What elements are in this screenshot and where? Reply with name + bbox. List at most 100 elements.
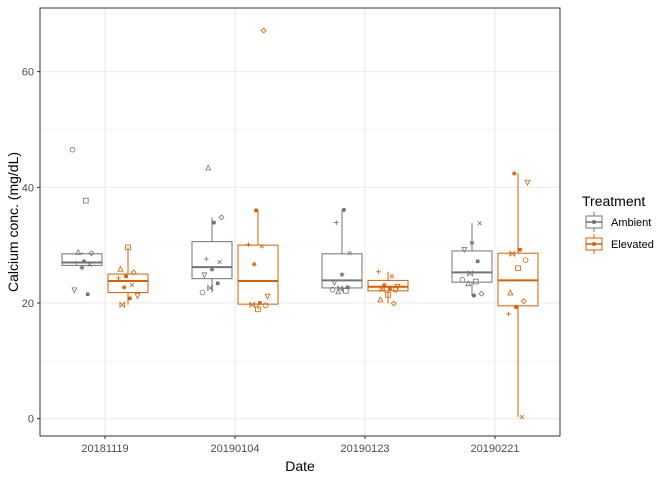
- data-point: [125, 244, 131, 251]
- legend-key-point: [592, 242, 596, 246]
- data-point: [69, 146, 76, 153]
- data-point: [389, 274, 395, 279]
- box-iqr: [191, 241, 233, 280]
- legend-title: Treatment: [582, 193, 645, 209]
- data-point: [459, 277, 466, 283]
- data-point: [207, 284, 213, 292]
- legend-key-elevated: [585, 234, 603, 254]
- data-point: [394, 283, 401, 291]
- x-axis: 20181119 20190104 20190123 20190221: [81, 436, 519, 455]
- data-point: [511, 171, 517, 176]
- legend-keys: [585, 212, 603, 254]
- x-tick-label: 20181119: [81, 443, 128, 455]
- data-point: [339, 272, 345, 278]
- box-ambient-20190123: [321, 209, 363, 292]
- data-point: [472, 278, 479, 285]
- data-point: [507, 289, 514, 296]
- data-point: [215, 281, 220, 286]
- y-axis: 0 20 40 60: [22, 67, 40, 426]
- data-point: [329, 286, 336, 293]
- data-point: [254, 208, 259, 213]
- data-point: [199, 289, 206, 296]
- data-point: [71, 287, 78, 294]
- data-point: [128, 296, 132, 301]
- data-point: [203, 256, 209, 262]
- box-ambient-20190221: [451, 223, 493, 296]
- box-ambient-20190104: [191, 217, 233, 293]
- data-point: [88, 250, 95, 257]
- data-point: [345, 285, 350, 290]
- legend-key-ambient: [585, 212, 603, 232]
- data-point: [246, 242, 251, 247]
- data-point: [260, 27, 267, 34]
- data-point: [134, 293, 141, 300]
- data-point: [335, 288, 342, 295]
- y-tick-label: 40: [22, 182, 34, 194]
- data-point: [461, 246, 468, 254]
- legend-label-ambient: Ambient: [611, 217, 651, 229]
- data-point: [117, 265, 124, 272]
- x-axis-title: Date: [285, 458, 315, 474]
- data-point: [518, 247, 522, 252]
- y-tick-label: 60: [22, 67, 34, 79]
- data-point: [211, 220, 216, 225]
- data-point: [331, 279, 338, 287]
- data-point: [130, 269, 137, 276]
- data-point: [262, 302, 269, 309]
- data-point: [377, 296, 384, 303]
- x-tick-label: 20190123: [341, 443, 390, 455]
- data-point: [469, 240, 475, 246]
- data-point: [522, 257, 529, 263]
- plot-panel: [40, 8, 560, 436]
- data-point: [475, 259, 480, 264]
- box-iqr: [237, 244, 279, 305]
- data-point: [205, 164, 212, 171]
- data-point: [347, 251, 352, 256]
- legend: Treatment Ambient Elevated: [582, 193, 654, 254]
- data-point: [376, 269, 381, 275]
- data-point: [381, 282, 387, 288]
- legend-label-elevated: Elevated: [611, 239, 654, 251]
- box-elevated-20190104: [237, 210, 279, 310]
- data-point: [509, 250, 516, 258]
- data-point: [129, 282, 135, 288]
- data-point: [385, 292, 391, 298]
- x-tick-label: 20190104: [211, 443, 260, 455]
- data-point: [520, 298, 527, 305]
- data-point: [201, 272, 208, 279]
- data-point: [255, 306, 261, 313]
- data-point: [83, 197, 89, 204]
- data-point: [478, 290, 485, 297]
- data-point: [79, 265, 85, 271]
- data-point: [471, 293, 476, 298]
- data-point: [75, 248, 82, 255]
- data-point: [87, 262, 92, 268]
- data-point: [379, 285, 386, 293]
- data-point: [85, 292, 90, 297]
- data-point: [73, 260, 79, 266]
- y-tick-label: 20: [22, 298, 34, 310]
- box-elevated-20181119: [107, 247, 149, 305]
- data-point: [121, 284, 127, 290]
- data-point: [251, 261, 257, 267]
- box-elevated-20190221: [497, 173, 539, 417]
- data-point: [341, 207, 346, 212]
- data-point: [217, 259, 222, 265]
- data-point: [209, 267, 215, 272]
- data-point: [515, 265, 521, 272]
- y-axis-title: Calcium conc. (mg/dL): [5, 152, 21, 292]
- data-point: [467, 270, 473, 277]
- data-point: [392, 286, 399, 293]
- data-point: [390, 300, 397, 307]
- data-point: [218, 214, 225, 221]
- data-point: [124, 274, 129, 279]
- data-point: [477, 220, 482, 226]
- data-point: [524, 179, 531, 186]
- data-point: [388, 286, 392, 291]
- grid-major: [40, 8, 560, 436]
- data-point: [506, 311, 511, 317]
- data-point: [264, 293, 271, 300]
- data-point: [519, 414, 525, 420]
- plot-border: [39, 7, 561, 437]
